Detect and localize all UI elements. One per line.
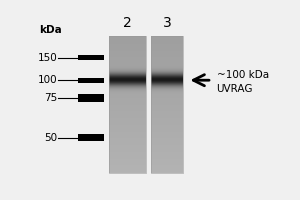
Bar [78, 94, 104, 102]
Bar [78, 55, 104, 60]
Bar [109, 36, 146, 173]
Text: 3: 3 [163, 16, 171, 30]
Text: 150: 150 [38, 53, 57, 63]
Text: 50: 50 [44, 133, 57, 143]
Text: 100: 100 [38, 75, 57, 85]
Text: 75: 75 [44, 93, 57, 103]
Text: ~100 kDa: ~100 kDa [217, 70, 269, 80]
Text: kDa: kDa [39, 25, 62, 35]
Bar [78, 134, 104, 141]
Bar [151, 36, 183, 173]
Text: UVRAG: UVRAG [217, 84, 253, 94]
Text: 2: 2 [123, 16, 132, 30]
Bar [78, 78, 104, 83]
